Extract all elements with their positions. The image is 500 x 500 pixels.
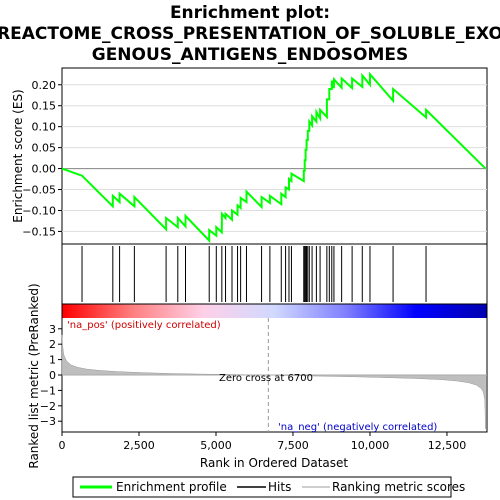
- hits-panel-frame: [61, 243, 488, 305]
- es-ytick-label: 0.00: [32, 163, 57, 176]
- rank-xlabel: Rank in Ordered Dataset: [200, 456, 348, 470]
- rank-ytick-label: 0: [49, 369, 56, 382]
- legend-ranking-label: Ranking metric scores: [332, 480, 465, 494]
- rank-xtick-label: 2,500: [123, 439, 155, 452]
- legend-hits-label: Hits: [268, 480, 291, 494]
- es-ytick-label: 0.05: [32, 142, 57, 155]
- rank-xtick-label: 5,000: [200, 439, 232, 452]
- es-ylabel: Enrichment score (ES): [11, 89, 25, 222]
- es-ytick-label: 0.10: [32, 121, 57, 134]
- enrichment-profile-line: [61, 71, 487, 244]
- chart-title-line-3: GENOUS_ANTIGENS_ENDOSOMES: [92, 45, 409, 65]
- rank-ytick-label: 1: [49, 354, 56, 367]
- legend-enrichment-label: Enrichment profile: [116, 480, 227, 494]
- chart-title-line-1: Enrichment plot:: [170, 3, 330, 23]
- na-neg-label: 'na_neg' (negatively correlated): [278, 422, 437, 433]
- rank-ytick-label: −3: [40, 415, 56, 428]
- legend: Enrichment profile Hits Ranking metric s…: [72, 476, 465, 498]
- rank-ylabel: Ranked list metric (PreRanked): [27, 283, 41, 468]
- es-ytick-label: 0.15: [32, 100, 57, 113]
- es-panel: −0.15 −0.10 −0.05 0.00 0.05 0.10 0.15 0.20 Enri…: [11, 67, 488, 245]
- na-pos-label: 'na_pos' (positively correlated): [67, 320, 221, 331]
- rank-xtick-label: 0: [59, 439, 66, 452]
- es-ytick-label: −0.15: [22, 225, 56, 238]
- chart-title-line-2: REACTOME_CROSS_PRESENTATION_OF_SOLUBLE_E…: [0, 24, 500, 44]
- es-ytick-label: 0.20: [32, 79, 57, 92]
- rank-ytick-label: 2: [49, 338, 56, 351]
- rank-color-bar: [62, 304, 487, 318]
- hits-panel: [61, 243, 488, 305]
- es-ytick-label: −0.05: [22, 184, 56, 197]
- rank-ytick-label: 3: [49, 323, 56, 336]
- es-panel-frame: [61, 67, 488, 245]
- es-ytick-label: −0.10: [22, 204, 56, 217]
- rank-xtick-label: 12,500: [428, 439, 467, 452]
- rank-ytick-label: −2: [40, 400, 56, 413]
- rank-xtick-label: 10,000: [351, 439, 390, 452]
- rank-xtick-label: 7,500: [277, 439, 309, 452]
- zero-cross-label: Zero cross at 6700: [219, 373, 313, 384]
- rank-ytick-label: −1: [40, 384, 56, 397]
